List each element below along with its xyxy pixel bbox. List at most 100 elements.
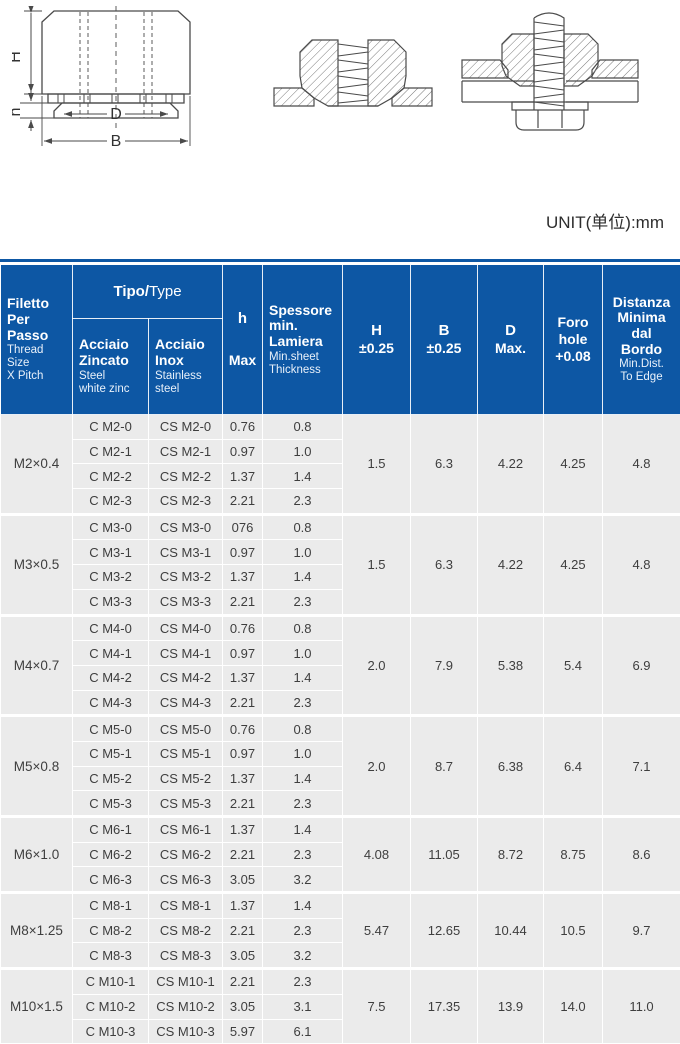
cell-inox-code: CS M4-0	[149, 615, 223, 641]
col-header-thread-size-sub: Thread Size X Pitch	[7, 344, 71, 383]
cell-zincato-code: C M10-2	[73, 994, 149, 1019]
cell-D: 10.44	[478, 893, 544, 969]
col-header-h-max-line1: h	[224, 311, 261, 328]
cell-h-max: 0.76	[223, 615, 263, 641]
cell-zincato-code: C M10-1	[73, 969, 149, 995]
cell-thread-size: M8×1.25	[1, 893, 73, 969]
cell-zincato-code: C M3-3	[73, 589, 149, 615]
cell-foro-hole: 10.5	[544, 893, 603, 969]
cell-min-sheet-thickness: 1.4	[263, 893, 343, 919]
col-header-D-line1: D	[479, 322, 542, 340]
cell-B: 17.35	[411, 969, 478, 1044]
cell-foro-hole: 4.25	[544, 415, 603, 515]
cell-D: 13.9	[478, 969, 544, 1044]
cell-inox-code: CS M3-1	[149, 540, 223, 565]
cell-zincato-code: C M2-2	[73, 464, 149, 489]
col-header-thread-size: Filetto Per Passo Thread Size X Pitch	[1, 265, 73, 415]
col-header-zincato-sub: Steel white zinc	[79, 370, 147, 396]
cell-zincato-code: C M3-2	[73, 565, 149, 590]
col-header-foro-line3: +0.08	[545, 348, 601, 365]
col-header-distanza-main: Distanza Minima dal Bordo	[604, 295, 679, 358]
cell-min-sheet-thickness: 1.0	[263, 741, 343, 766]
col-header-H-line1: H	[344, 322, 409, 340]
col-header-B-line1: B	[412, 322, 476, 340]
cell-min-sheet-thickness: 3.2	[263, 943, 343, 969]
cell-min-sheet-thickness: 1.0	[263, 540, 343, 565]
cell-inox-code: CS M8-2	[149, 918, 223, 943]
spec-table-header: Filetto Per Passo Thread Size X Pitch Ti…	[1, 265, 680, 415]
cell-H: 1.5	[343, 415, 411, 515]
cell-inox-code: CS M3-0	[149, 514, 223, 540]
cell-B: 6.3	[411, 514, 478, 615]
cell-h-max: 2.21	[223, 589, 263, 615]
col-header-min-sheet-thickness: Spessore min. Lamiera Min.sheet Thicknes…	[263, 265, 343, 415]
cell-edge-distance: 9.7	[603, 893, 680, 969]
spec-table: Filetto Per Passo Thread Size X Pitch Ti…	[0, 264, 680, 1044]
cell-h-max: 1.37	[223, 817, 263, 843]
cell-min-sheet-thickness: 0.8	[263, 415, 343, 440]
cell-h-max: 2.21	[223, 842, 263, 867]
col-header-spessore-main: Spessore min. Lamiera	[269, 303, 341, 350]
dim-label-h: h	[12, 108, 24, 117]
cell-inox-code: CS M8-1	[149, 893, 223, 919]
cell-thread-size: M4×0.7	[1, 615, 73, 716]
cell-zincato-code: C M2-1	[73, 439, 149, 464]
col-header-h-max: h Max	[223, 265, 263, 415]
col-header-inox-main: Acciaio Inox	[155, 337, 221, 368]
cell-h-max: 0.97	[223, 439, 263, 464]
cell-edge-distance: 8.6	[603, 817, 680, 893]
cell-thread-size: M6×1.0	[1, 817, 73, 893]
cell-h-max: 1.37	[223, 565, 263, 590]
cell-thread-size: M10×1.5	[1, 969, 73, 1044]
cell-foro-hole: 6.4	[544, 716, 603, 817]
cell-h-max: 1.37	[223, 766, 263, 791]
cell-inox-code: CS M5-0	[149, 716, 223, 742]
cell-h-max: 1.37	[223, 665, 263, 690]
cell-min-sheet-thickness: 2.3	[263, 589, 343, 615]
cell-H: 2.0	[343, 615, 411, 716]
cell-h-max: 2.21	[223, 791, 263, 817]
col-header-inox-sub: Stainless steel	[155, 370, 221, 396]
cell-thread-size: M2×0.4	[1, 415, 73, 515]
cell-zincato-code: C M8-1	[73, 893, 149, 919]
unit-label: UNIT(单位):mm	[0, 210, 680, 236]
cell-zincato-code: C M3-1	[73, 540, 149, 565]
col-header-foro-line2: hole	[545, 331, 601, 348]
cell-inox-code: CS M6-2	[149, 842, 223, 867]
cell-inox-code: CS M8-3	[149, 943, 223, 969]
dim-label-H: H	[12, 51, 24, 63]
cell-min-sheet-thickness: 2.3	[263, 969, 343, 995]
cell-zincato-code: C M4-3	[73, 690, 149, 716]
cell-edge-distance: 4.8	[603, 415, 680, 515]
cell-min-sheet-thickness: 2.3	[263, 791, 343, 817]
col-header-H: H ±0.25	[343, 265, 411, 415]
cell-h-max: 3.05	[223, 943, 263, 969]
cell-min-sheet-thickness: 2.3	[263, 842, 343, 867]
cell-B: 12.65	[411, 893, 478, 969]
cell-foro-hole: 5.4	[544, 615, 603, 716]
cell-zincato-code: C M6-3	[73, 867, 149, 893]
cell-min-sheet-thickness: 1.4	[263, 565, 343, 590]
cell-zincato-code: C M6-1	[73, 817, 149, 843]
cell-zincato-code: C M10-3	[73, 1019, 149, 1044]
cell-min-sheet-thickness: 2.3	[263, 690, 343, 716]
col-header-B: B ±0.25	[411, 265, 478, 415]
cell-inox-code: CS M5-2	[149, 766, 223, 791]
cell-B: 7.9	[411, 615, 478, 716]
cell-h-max: 2.21	[223, 690, 263, 716]
cell-inox-code: CS M2-0	[149, 415, 223, 440]
cell-D: 4.22	[478, 514, 544, 615]
cell-inox-code: CS M4-3	[149, 690, 223, 716]
cell-min-sheet-thickness: 0.8	[263, 615, 343, 641]
cell-inox-code: CS M6-3	[149, 867, 223, 893]
col-header-tipo-bold: Tipo/	[113, 283, 149, 300]
cell-thread-size: M3×0.5	[1, 514, 73, 615]
cell-thread-size: M5×0.8	[1, 716, 73, 817]
cell-zincato-code: C M5-0	[73, 716, 149, 742]
cell-h-max: 1.37	[223, 464, 263, 489]
cell-h-max: 3.05	[223, 994, 263, 1019]
cell-zincato-code: C M8-2	[73, 918, 149, 943]
